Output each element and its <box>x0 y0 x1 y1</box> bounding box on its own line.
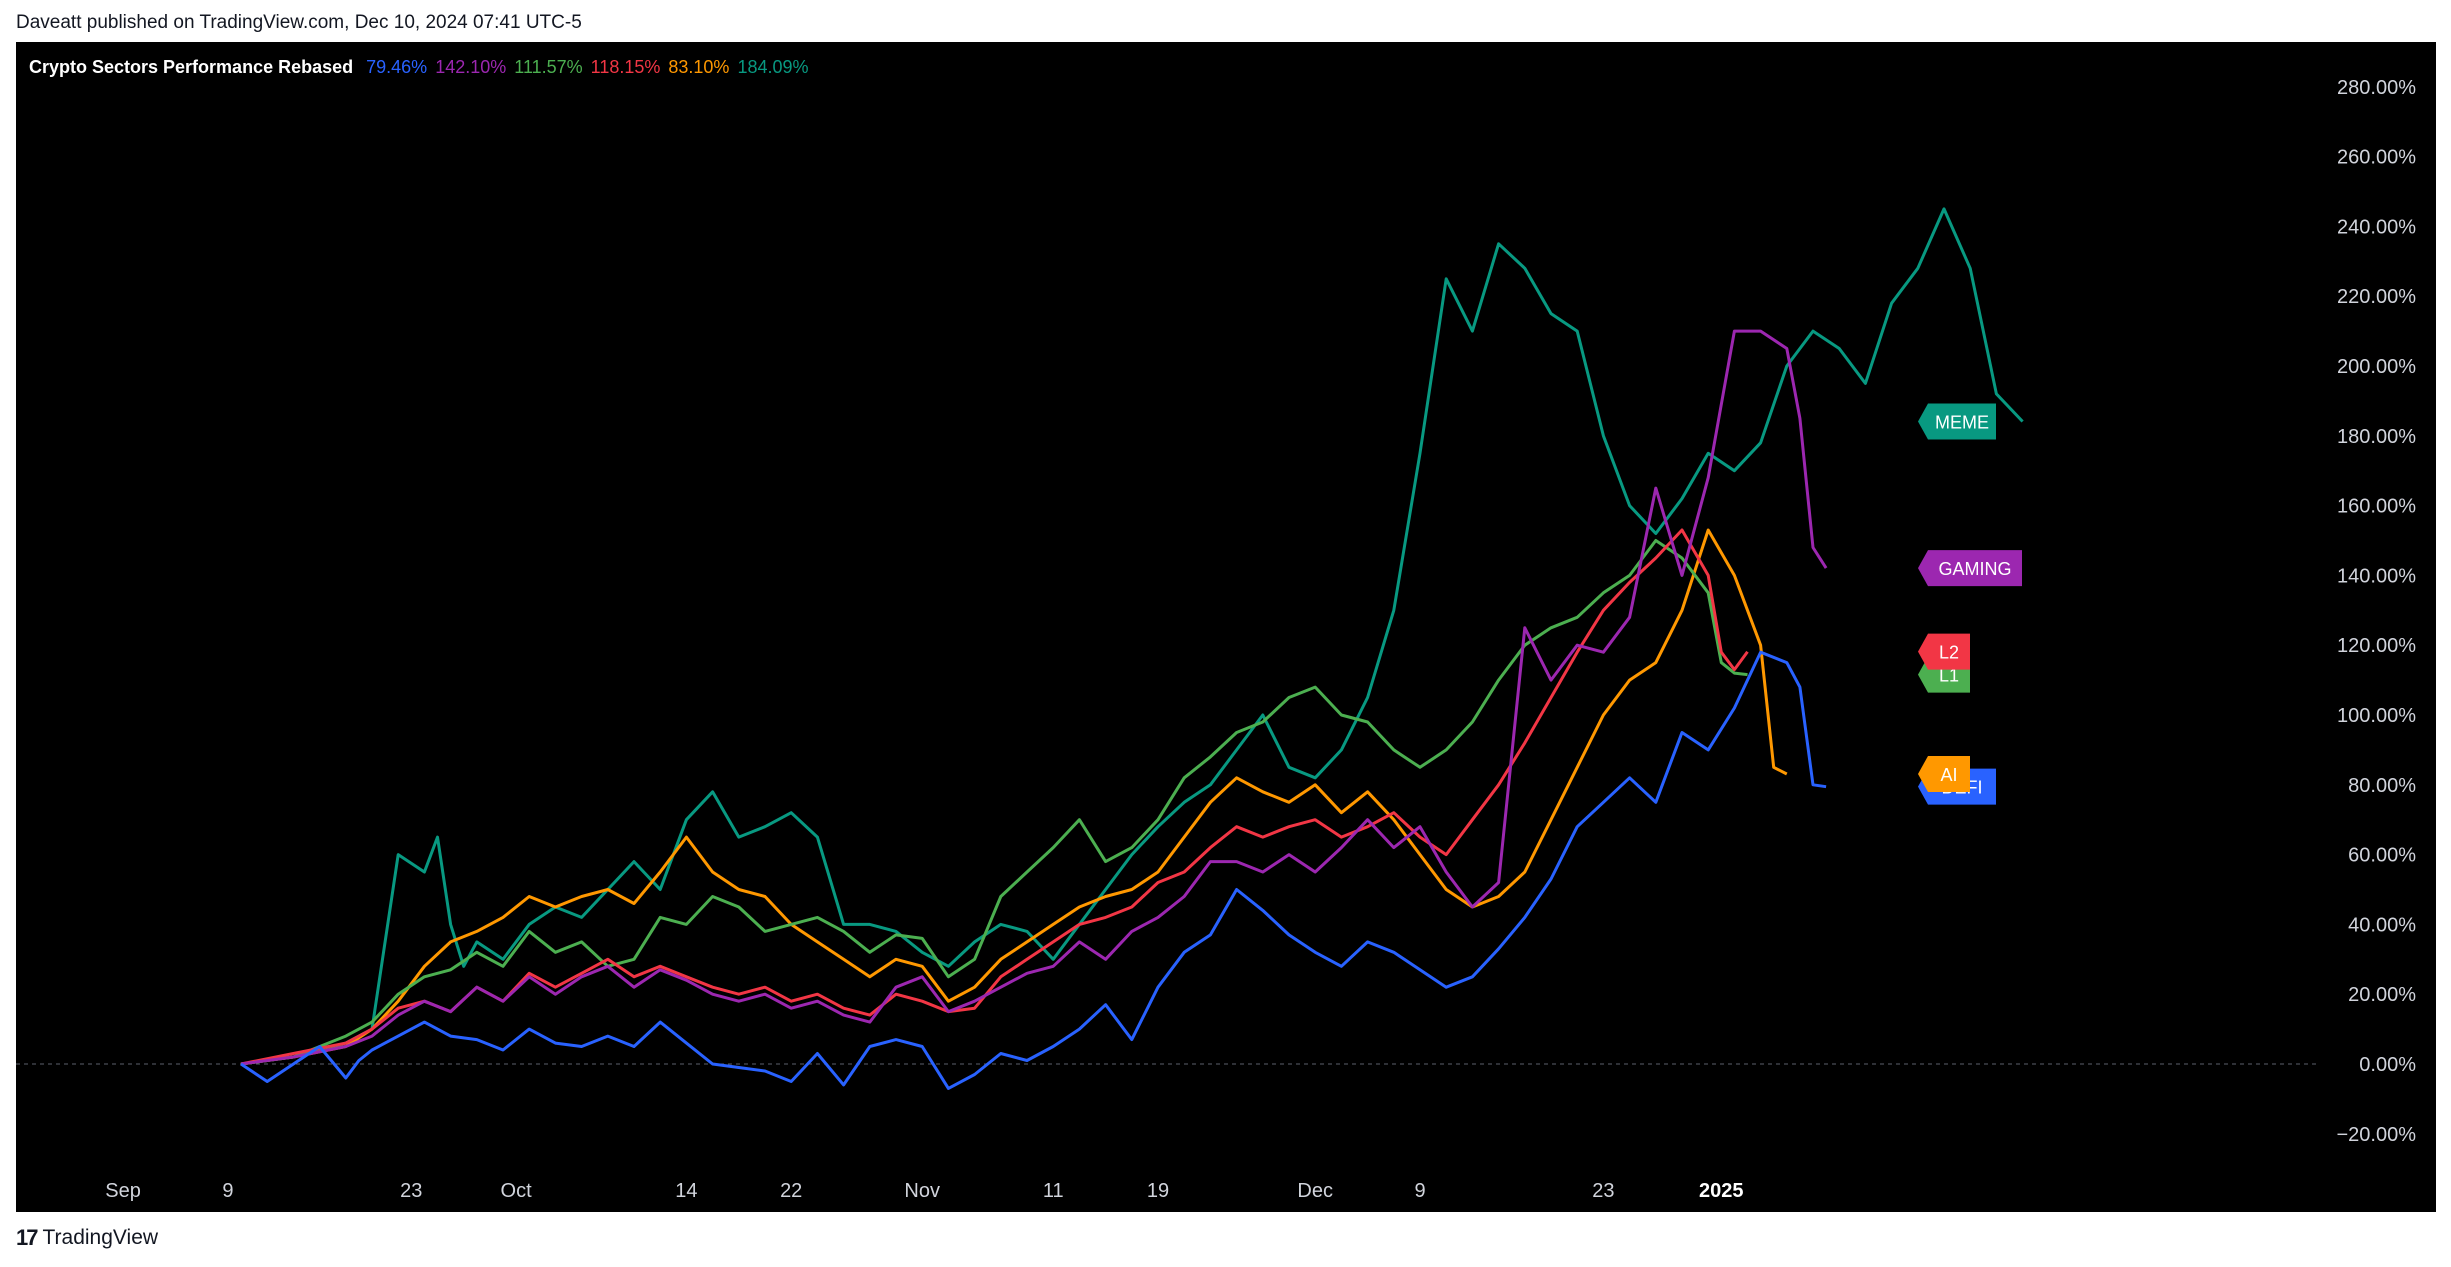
y-tick-label: 100.00% <box>2337 705 2416 727</box>
legend-value-defi: 79.46% <box>366 57 428 77</box>
x-tick-label: 23 <box>1592 1180 1614 1202</box>
y-tick-label: −20.00% <box>2336 1124 2416 1146</box>
y-tick-label: 60.00% <box>2348 845 2416 867</box>
series-flag-label: GAMING <box>1938 559 2011 579</box>
brand-name: TradingView <box>42 1226 159 1249</box>
series-flag-meme: MEME <box>1918 403 1996 440</box>
chart-legend: Crypto Sectors Performance Rebased 79.46… <box>29 57 817 78</box>
legend-value-meme: 184.09% <box>737 57 809 77</box>
legend-values: 79.46% 142.10% 111.57% 118.15% 83.10% 184.09% <box>366 57 816 77</box>
x-tick-label: 14 <box>675 1180 697 1202</box>
footer: 17 TradingView <box>16 1225 158 1251</box>
legend-value-l2: 118.15% <box>590 57 661 77</box>
x-tick-label: Nov <box>904 1180 940 1202</box>
series-line-gaming[interactable] <box>240 329 1828 1066</box>
x-tick-label: Dec <box>1297 1180 1333 1202</box>
series-flag-l2: L2 <box>1918 633 1970 670</box>
performance-chart[interactable]: 280.00%260.00%240.00%220.00%200.00%180.0… <box>16 42 2436 1212</box>
series-flag-label: MEME <box>1935 413 1989 433</box>
series-flag-gaming: GAMING <box>1918 550 2022 587</box>
legend-value-ai: 83.10% <box>668 57 730 77</box>
y-tick-label: 220.00% <box>2337 286 2416 308</box>
series-line-l1[interactable] <box>240 539 1748 1066</box>
series-line-ai[interactable] <box>240 528 1788 1066</box>
chart-area[interactable]: 280.00% 260.00% 240.00% 220.00% 200.00% 180.0… <box>16 42 2436 1212</box>
legend-value-l1: 111.57% <box>514 57 583 77</box>
series-flag-shape <box>1918 550 2022 587</box>
x-tick-label: 23 <box>400 1180 422 1202</box>
y-tick-label: 140.00% <box>2337 565 2416 587</box>
legend-value-gaming: 142.10% <box>435 57 507 77</box>
y-tick-label: 180.00% <box>2337 426 2416 448</box>
x-tick-label: 19 <box>1147 1180 1169 1202</box>
y-tick-label: 120.00% <box>2337 635 2416 657</box>
series-line-defi[interactable] <box>240 650 1827 1090</box>
x-tick-label: Oct <box>501 1180 533 1202</box>
series-flag-shape <box>1918 755 1970 792</box>
series-flag-label: AI <box>1940 765 1957 785</box>
y-tick-label: 260.00% <box>2337 147 2416 169</box>
y-tick-label: 160.00% <box>2337 496 2416 518</box>
y-tick-label: 20.00% <box>2348 984 2416 1006</box>
x-tick-label: 11 <box>1043 1180 1064 1202</box>
x-tick-label: 9 <box>1414 1180 1425 1202</box>
series-flag-label: L2 <box>1939 643 1959 663</box>
y-tick-label: 40.00% <box>2348 914 2416 936</box>
series-flag-ai: AI <box>1918 755 1970 792</box>
x-tick-label: 22 <box>780 1180 802 1202</box>
y-tick-label: 280.00% <box>2337 77 2416 99</box>
y-tick-label: 80.00% <box>2348 775 2416 797</box>
x-tick-label: 9 <box>222 1180 233 1202</box>
chart-title: Crypto Sectors Performance Rebased <box>29 57 354 77</box>
series-flag-shape <box>1918 403 1996 440</box>
x-tick-label: Sep <box>105 1180 141 1202</box>
series-flag-label: L1 <box>1939 666 1959 686</box>
tradingview-logo-icon: 17 <box>16 1225 39 1250</box>
y-tick-label: 200.00% <box>2337 356 2416 378</box>
y-tick-label: 0.00% <box>2359 1054 2416 1076</box>
series-line-meme[interactable] <box>240 207 2024 1066</box>
y-tick-label: 240.00% <box>2337 216 2416 238</box>
series-line-l2[interactable] <box>240 528 1749 1066</box>
publish-header: Daveatt published on TradingView.com, De… <box>16 12 582 33</box>
series-flag-shape <box>1918 633 1970 670</box>
x-tick-label: 2025 <box>1699 1180 1744 1202</box>
